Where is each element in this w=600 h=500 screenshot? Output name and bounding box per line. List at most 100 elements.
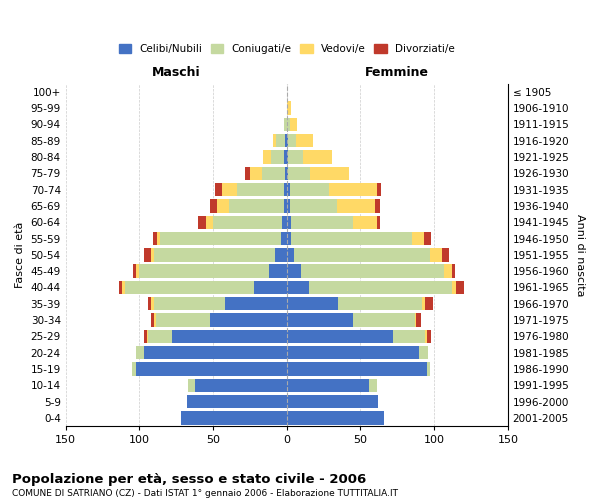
- Bar: [277, 134, 285, 147]
- Bar: [199, 216, 206, 229]
- Bar: [229, 200, 284, 212]
- Bar: [287, 297, 338, 310]
- Y-axis label: Fasce di età: Fasce di età: [15, 222, 25, 288]
- Bar: [412, 232, 424, 245]
- Bar: [148, 297, 151, 310]
- Bar: [425, 330, 427, 343]
- Bar: [287, 183, 290, 196]
- Bar: [287, 248, 294, 262]
- Bar: [287, 395, 378, 408]
- Bar: [144, 346, 287, 360]
- Bar: [415, 314, 416, 326]
- Bar: [290, 200, 337, 212]
- Bar: [377, 183, 381, 196]
- Bar: [119, 280, 122, 294]
- Bar: [427, 330, 431, 343]
- Bar: [155, 314, 210, 326]
- Bar: [309, 280, 452, 294]
- Bar: [296, 134, 313, 147]
- Bar: [262, 166, 285, 180]
- Bar: [151, 297, 154, 310]
- Bar: [152, 232, 157, 245]
- Bar: [338, 297, 422, 310]
- Bar: [294, 248, 430, 262]
- Bar: [287, 134, 288, 147]
- Bar: [144, 330, 147, 343]
- Bar: [303, 150, 332, 164]
- Bar: [144, 248, 151, 262]
- Text: COMUNE DI SATRIANO (CZ) - Dati ISTAT 1° gennaio 2006 - Elaborazione TUTTITALIA.I: COMUNE DI SATRIANO (CZ) - Dati ISTAT 1° …: [12, 489, 398, 498]
- Legend: Celibi/Nubili, Coniugati/e, Vedovi/e, Divorziati/e: Celibi/Nubili, Coniugati/e, Vedovi/e, Di…: [116, 41, 458, 58]
- Bar: [133, 264, 136, 278]
- Bar: [284, 200, 287, 212]
- Bar: [287, 314, 353, 326]
- Bar: [287, 411, 384, 424]
- Bar: [217, 200, 229, 212]
- Bar: [452, 280, 456, 294]
- Bar: [288, 166, 310, 180]
- Bar: [419, 346, 428, 360]
- Bar: [275, 248, 287, 262]
- Bar: [181, 411, 287, 424]
- Bar: [430, 248, 442, 262]
- Bar: [301, 264, 445, 278]
- Y-axis label: Anni di nascita: Anni di nascita: [575, 214, 585, 296]
- Bar: [283, 216, 287, 229]
- Bar: [136, 346, 144, 360]
- Bar: [187, 395, 287, 408]
- Bar: [122, 280, 125, 294]
- Bar: [427, 362, 430, 376]
- Bar: [285, 166, 287, 180]
- Bar: [452, 264, 455, 278]
- Bar: [375, 200, 380, 212]
- Bar: [291, 216, 353, 229]
- Bar: [188, 378, 196, 392]
- Bar: [287, 166, 288, 180]
- Bar: [287, 150, 288, 164]
- Bar: [290, 118, 297, 131]
- Bar: [290, 183, 329, 196]
- Bar: [287, 378, 369, 392]
- Bar: [245, 166, 250, 180]
- Bar: [160, 232, 281, 245]
- Bar: [284, 118, 287, 131]
- Text: Femmine: Femmine: [365, 66, 429, 79]
- Bar: [250, 166, 262, 180]
- Bar: [287, 232, 291, 245]
- Bar: [353, 314, 415, 326]
- Bar: [274, 134, 277, 147]
- Bar: [151, 314, 154, 326]
- Bar: [148, 330, 172, 343]
- Bar: [136, 264, 139, 278]
- Bar: [154, 297, 225, 310]
- Bar: [287, 216, 291, 229]
- Bar: [125, 280, 254, 294]
- Bar: [422, 297, 425, 310]
- Bar: [353, 216, 377, 229]
- Bar: [287, 280, 309, 294]
- Bar: [329, 183, 377, 196]
- Bar: [151, 248, 154, 262]
- Bar: [442, 248, 449, 262]
- Bar: [287, 346, 419, 360]
- Bar: [456, 280, 464, 294]
- Bar: [206, 216, 213, 229]
- Bar: [154, 248, 275, 262]
- Bar: [310, 166, 349, 180]
- Bar: [287, 264, 301, 278]
- Bar: [263, 150, 271, 164]
- Bar: [287, 200, 290, 212]
- Bar: [284, 150, 287, 164]
- Bar: [157, 232, 160, 245]
- Bar: [254, 280, 287, 294]
- Bar: [213, 216, 283, 229]
- Text: Popolazione per età, sesso e stato civile - 2006: Popolazione per età, sesso e stato civil…: [12, 472, 366, 486]
- Bar: [288, 134, 296, 147]
- Bar: [285, 134, 287, 147]
- Bar: [281, 232, 287, 245]
- Bar: [172, 330, 287, 343]
- Bar: [269, 264, 287, 278]
- Bar: [271, 150, 284, 164]
- Bar: [445, 264, 452, 278]
- Bar: [222, 183, 236, 196]
